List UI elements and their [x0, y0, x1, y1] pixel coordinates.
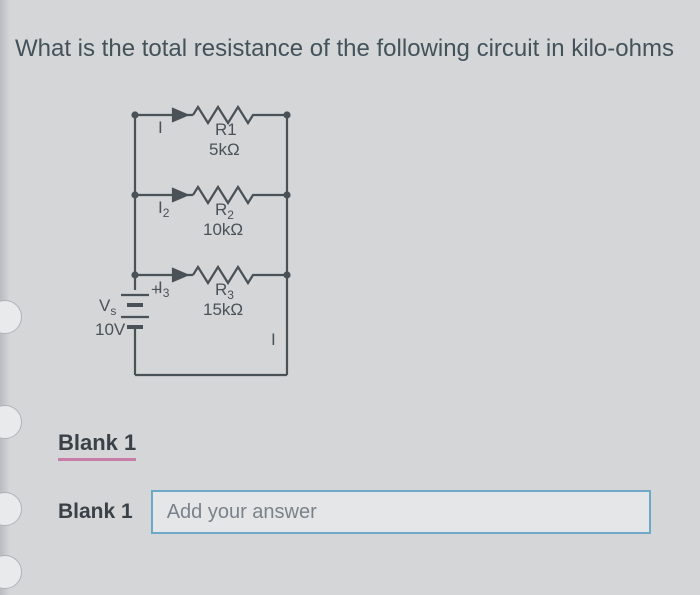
r3-name: R3 [215, 280, 234, 302]
answer-label: Blank 1 [58, 500, 133, 524]
r3-value: 15kΩ [203, 300, 243, 319]
blank-heading: Blank 1 [58, 430, 136, 461]
answer-row: Blank 1 [58, 490, 651, 534]
vs-plus: + [151, 280, 161, 299]
vs-label: Vs [99, 296, 116, 318]
i2-label: I2 [158, 198, 170, 220]
r2-name: R2 [215, 200, 234, 222]
i1-label: I [158, 118, 163, 137]
answer-input[interactable] [151, 490, 651, 534]
vs-value: 10V [95, 320, 126, 339]
decorative-bubble [0, 492, 22, 526]
total-current: I [271, 330, 276, 349]
question-text: What is the total resistance of the foll… [15, 35, 674, 63]
r1-value: 5kΩ [209, 140, 240, 159]
r2-value: 10kΩ [203, 220, 243, 239]
decorative-bubble [0, 555, 22, 589]
circuit-diagram: I R1 5kΩ I2 R2 10kΩ I3 R3 15kΩ Vs + 10V … [95, 95, 315, 400]
r1-name: R1 [215, 120, 237, 139]
decorative-bubble [0, 300, 22, 334]
decorative-bubble [0, 405, 22, 439]
